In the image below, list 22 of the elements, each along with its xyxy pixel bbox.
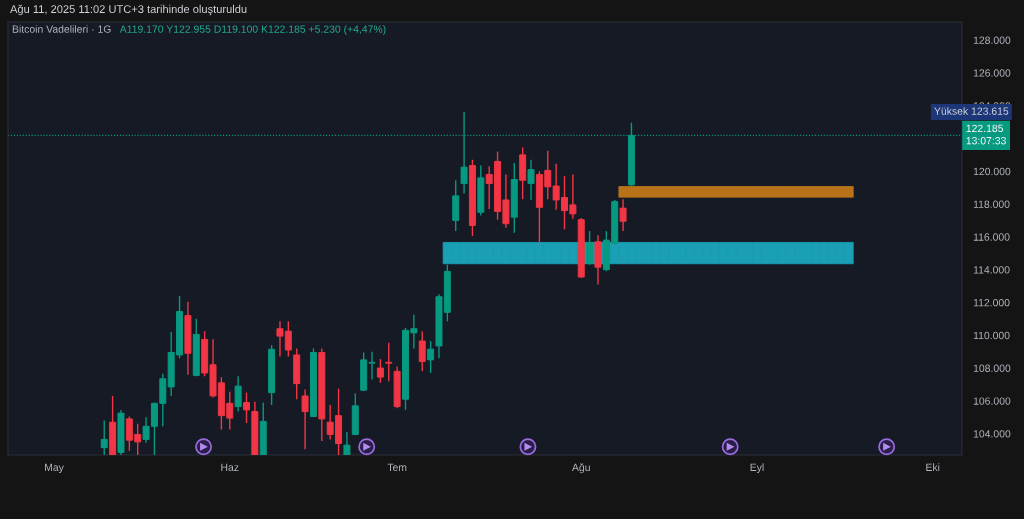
x-tick-label: Eki: [926, 463, 940, 471]
y-tick-label: 112.000: [973, 298, 1010, 307]
chart-title: Bitcoin Vadelileri · 1G: [12, 25, 111, 33]
y-tick-label: 106.000: [973, 397, 1011, 405]
x-tick-label: Haz: [221, 463, 239, 471]
y-tick-label: 116.000: [973, 233, 1010, 241]
y-tick-label: 104.000: [973, 430, 1011, 438]
x-tick-label: Tem: [387, 463, 407, 471]
y-tick-label: 110.000: [973, 331, 1010, 340]
text: Ağu 11, 2025 11:02 UTC+3 tarihinde oluşturuldu: [10, 4, 247, 16]
x-tick-label: Eyl: [750, 463, 764, 474]
y-tick-label: 118.000: [973, 200, 1010, 208]
y-tick-label: 114.000: [973, 266, 1010, 274]
y-tick-label: 108.000: [973, 364, 1011, 372]
x-tick-label: May: [45, 463, 64, 474]
annotation: Yüksek 123.615: [934, 107, 1009, 115]
y-tick-label: 128.000: [973, 36, 1011, 44]
x-tick-label: Ağu: [571, 463, 590, 474]
annotation: A119.170 Y122.955 D119.100 K122.185 +5.230 (+4,47%): [119, 25, 386, 35]
y-tick-label: 120.000: [973, 167, 1011, 176]
ref-line-label: 122.185 13:07:33: [966, 124, 1006, 145]
y-tick-label: 126.000: [973, 69, 1011, 77]
